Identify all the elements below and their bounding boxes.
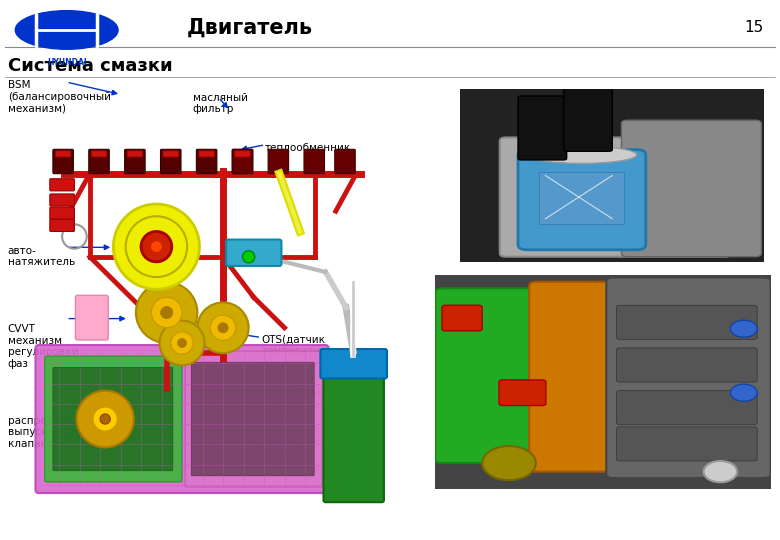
FancyBboxPatch shape bbox=[226, 240, 282, 266]
Text: распредвал
выпускных
клапанов: распредвал выпускных клапанов bbox=[8, 416, 73, 449]
FancyBboxPatch shape bbox=[91, 151, 107, 157]
Circle shape bbox=[482, 446, 536, 480]
FancyBboxPatch shape bbox=[53, 367, 173, 471]
Text: 15: 15 bbox=[745, 21, 764, 36]
FancyBboxPatch shape bbox=[622, 120, 761, 256]
FancyBboxPatch shape bbox=[127, 151, 143, 157]
Circle shape bbox=[171, 332, 193, 354]
Text: Двигатель: Двигатель bbox=[187, 18, 313, 38]
Circle shape bbox=[704, 461, 737, 482]
FancyBboxPatch shape bbox=[304, 150, 324, 174]
FancyBboxPatch shape bbox=[50, 207, 74, 219]
FancyBboxPatch shape bbox=[606, 278, 771, 478]
Text: Система смазки: Система смазки bbox=[8, 57, 172, 75]
FancyBboxPatch shape bbox=[125, 150, 145, 174]
FancyBboxPatch shape bbox=[55, 151, 71, 157]
Text: OTS(датчик
температуры
масла): OTS(датчик температуры масла) bbox=[261, 335, 335, 368]
FancyBboxPatch shape bbox=[232, 150, 253, 174]
FancyBboxPatch shape bbox=[35, 345, 328, 493]
FancyBboxPatch shape bbox=[50, 179, 74, 191]
FancyBboxPatch shape bbox=[539, 172, 625, 224]
Circle shape bbox=[151, 241, 162, 253]
FancyBboxPatch shape bbox=[435, 288, 549, 463]
FancyBboxPatch shape bbox=[89, 150, 109, 174]
FancyBboxPatch shape bbox=[616, 427, 757, 461]
Circle shape bbox=[151, 298, 182, 328]
Circle shape bbox=[93, 407, 118, 431]
FancyBboxPatch shape bbox=[185, 351, 322, 487]
FancyBboxPatch shape bbox=[335, 150, 355, 174]
FancyBboxPatch shape bbox=[232, 150, 253, 174]
Circle shape bbox=[141, 232, 172, 262]
Text: BSM
(балансировочный
механизм): BSM (балансировочный механизм) bbox=[8, 80, 111, 113]
FancyBboxPatch shape bbox=[518, 96, 566, 160]
Circle shape bbox=[197, 302, 249, 353]
FancyBboxPatch shape bbox=[191, 362, 314, 476]
FancyBboxPatch shape bbox=[324, 356, 384, 502]
Circle shape bbox=[113, 204, 200, 289]
FancyBboxPatch shape bbox=[161, 150, 181, 174]
FancyBboxPatch shape bbox=[500, 138, 731, 256]
FancyBboxPatch shape bbox=[518, 150, 646, 250]
Circle shape bbox=[161, 307, 173, 319]
FancyBboxPatch shape bbox=[53, 150, 73, 174]
FancyBboxPatch shape bbox=[44, 356, 182, 482]
Ellipse shape bbox=[16, 11, 118, 49]
FancyBboxPatch shape bbox=[199, 151, 215, 157]
FancyBboxPatch shape bbox=[235, 151, 250, 157]
Circle shape bbox=[730, 320, 757, 338]
Text: авто-
натяжитель: авто- натяжитель bbox=[8, 246, 75, 267]
FancyBboxPatch shape bbox=[50, 219, 74, 232]
Circle shape bbox=[243, 251, 255, 263]
Circle shape bbox=[178, 339, 186, 347]
FancyBboxPatch shape bbox=[442, 305, 482, 331]
FancyBboxPatch shape bbox=[529, 282, 626, 471]
FancyBboxPatch shape bbox=[76, 295, 108, 340]
FancyBboxPatch shape bbox=[268, 150, 289, 174]
FancyBboxPatch shape bbox=[499, 380, 546, 406]
Circle shape bbox=[218, 323, 228, 333]
Circle shape bbox=[730, 384, 757, 401]
Text: масляный
фильтр: масляный фильтр bbox=[193, 93, 248, 114]
FancyBboxPatch shape bbox=[197, 150, 217, 174]
Text: HYUNDAI: HYUNDAI bbox=[47, 58, 87, 68]
Text: распредвал впускных
клапанов: распредвал впускных клапанов bbox=[261, 437, 382, 459]
FancyBboxPatch shape bbox=[616, 348, 757, 382]
Circle shape bbox=[211, 315, 236, 340]
FancyBboxPatch shape bbox=[50, 194, 74, 206]
Ellipse shape bbox=[527, 146, 636, 164]
FancyBboxPatch shape bbox=[616, 305, 757, 339]
Circle shape bbox=[76, 390, 134, 448]
FancyBboxPatch shape bbox=[564, 87, 612, 151]
Text: CVVT
механизм
регулировки
фаз: CVVT механизм регулировки фаз bbox=[8, 324, 79, 369]
Circle shape bbox=[136, 282, 197, 343]
Text: теплообменник: теплообменник bbox=[265, 143, 352, 153]
FancyBboxPatch shape bbox=[321, 349, 387, 379]
FancyBboxPatch shape bbox=[616, 390, 757, 424]
Circle shape bbox=[159, 321, 204, 365]
FancyBboxPatch shape bbox=[163, 151, 179, 157]
Text: OCV (управляющий
электромагнитный
клапан): OCV (управляющий электромагнитный клапан… bbox=[261, 389, 369, 422]
Circle shape bbox=[100, 414, 110, 424]
